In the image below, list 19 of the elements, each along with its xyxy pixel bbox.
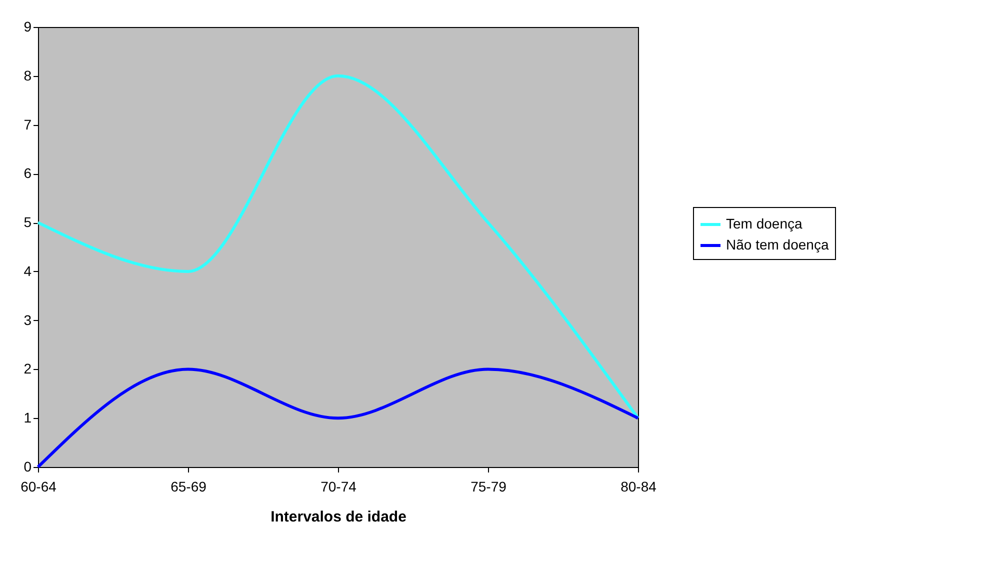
y-tick-label: 4 [24, 262, 32, 279]
y-tick-label: 5 [24, 214, 32, 230]
line-series [36, 74, 640, 420]
y-tick-label: 9 [24, 18, 32, 34]
x-tick-label: 70-74 [320, 478, 357, 494]
x-tick-label: 60-64 [20, 478, 57, 494]
x-tick-label: 80-84 [620, 478, 657, 494]
y-tick-label: 8 [24, 67, 32, 84]
y-tick-label: 3 [24, 312, 32, 328]
legend-label: Não tem doença [726, 236, 829, 252]
y-tick-label: 0 [24, 458, 32, 474]
y-tick-label: 7 [24, 116, 32, 132]
y-tick-label: 6 [24, 165, 32, 182]
legend-label: Tem doença [726, 216, 802, 232]
y-tick-label: 2 [24, 360, 32, 377]
x-tick-label: 65-69 [170, 478, 207, 494]
x-axis-title: Intervalos de idade [270, 508, 406, 526]
y-tick-label: 1 [24, 410, 32, 426]
x-tick-label: 75-79 [470, 478, 507, 494]
